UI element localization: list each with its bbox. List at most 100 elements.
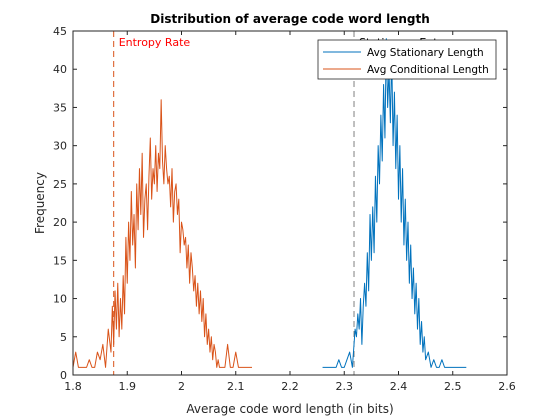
data-point-conditional [110,351,111,352]
data-point-conditional [205,313,206,314]
data-point-conditional [91,367,92,368]
data-point-stationary [333,367,334,368]
data-point-conditional [148,176,149,177]
data-point-conditional [89,359,90,360]
data-point-conditional [197,283,198,284]
data-point-stationary [409,283,410,284]
data-point-conditional [169,176,170,177]
data-point-conditional [127,283,128,284]
data-point-stationary [420,344,421,345]
plot-area [73,31,507,375]
data-point-stationary [322,367,323,368]
data-point-stationary [352,367,353,368]
data-point-conditional [132,244,133,245]
data-point-stationary [424,336,425,337]
data-point-stationary [356,336,357,337]
data-point-stationary [397,114,398,115]
data-point-conditional [140,214,141,215]
data-point-stationary [349,351,350,352]
data-point-conditional [188,244,189,245]
data-point-conditional [186,267,187,268]
data-point-stationary [399,145,400,146]
x-tick-label: 2.2 [281,380,299,393]
data-point-stationary [403,244,404,245]
x-tick-label: 2.4 [390,380,408,393]
data-point-stationary [439,367,440,368]
data-point-stationary [336,367,337,368]
data-point-conditional [216,367,217,368]
data-point-stationary [371,260,372,261]
data-point-stationary [428,351,429,352]
data-point-conditional [158,153,159,154]
data-point-conditional [154,183,155,184]
data-point-conditional [204,336,205,337]
data-point-stationary [341,367,342,368]
data-point-conditional [94,367,95,368]
data-point-stationary [355,329,356,330]
y-tick-label: 10 [53,293,67,306]
data-point-conditional [161,99,162,100]
data-point-conditional [180,252,181,253]
data-point-conditional [155,145,156,146]
data-point-conditional [178,199,179,200]
data-point-conditional [144,199,145,200]
data-point-stationary [330,367,331,368]
data-point-conditional [131,191,132,192]
y-tick-label: 0 [60,369,67,382]
x-tick-label: 2.5 [444,380,462,393]
data-point-conditional [120,298,121,299]
data-point-conditional [165,145,166,146]
data-point-stationary [368,290,369,291]
data-point-conditional [133,214,134,215]
data-point-conditional [146,183,147,184]
data-point-conditional [150,137,151,138]
data-point-stationary [422,351,423,352]
data-point-conditional [147,229,148,230]
data-point-stationary [407,222,408,223]
data-point-stationary [452,367,453,368]
data-point-stationary [410,244,411,245]
data-point-stationary [447,367,448,368]
legend: Avg Stationary Length Avg Conditional Le… [317,39,497,80]
data-point-conditional [251,367,252,368]
data-point-conditional [166,168,167,169]
y-tick-label: 30 [53,140,67,153]
x-axis-label: Average code word length (in bits) [186,402,393,416]
y-tick-label: 25 [53,178,67,191]
data-point-stationary [386,38,387,39]
data-point-conditional [135,267,136,268]
data-point-conditional [78,367,79,368]
data-point-stationary [430,367,431,368]
data-point-conditional [193,290,194,291]
data-point-stationary [421,321,422,322]
data-point-conditional [152,168,153,169]
data-point-conditional [207,344,208,345]
data-point-stationary [346,359,347,360]
data-point-stationary [367,252,368,253]
x-tick-label: 1.8 [64,380,82,393]
data-point-conditional [211,336,212,337]
data-point-conditional [83,367,84,368]
data-point-conditional [170,206,171,207]
data-point-stationary [394,92,395,93]
y-tick-label: 5 [60,331,67,344]
data-point-stationary [384,137,385,138]
data-point-conditional [213,344,214,345]
data-point-stationary [372,206,373,207]
data-point-conditional [208,329,209,330]
data-point-conditional [246,367,247,368]
data-point-stationary [395,168,396,169]
data-point-conditional [203,298,204,299]
data-point-conditional [75,351,76,352]
data-point-conditional [138,229,139,230]
data-point-stationary [357,313,358,314]
data-point-conditional [235,351,236,352]
data-point-stationary [383,84,384,85]
data-point-stationary [379,183,380,184]
data-point-stationary [416,283,417,284]
data-point-conditional [116,329,117,330]
x-tick-label: 1.9 [119,380,137,393]
data-point-conditional [119,336,120,337]
chart-title: Distribution of average code word length [150,12,430,26]
data-point-conditional [224,367,225,368]
